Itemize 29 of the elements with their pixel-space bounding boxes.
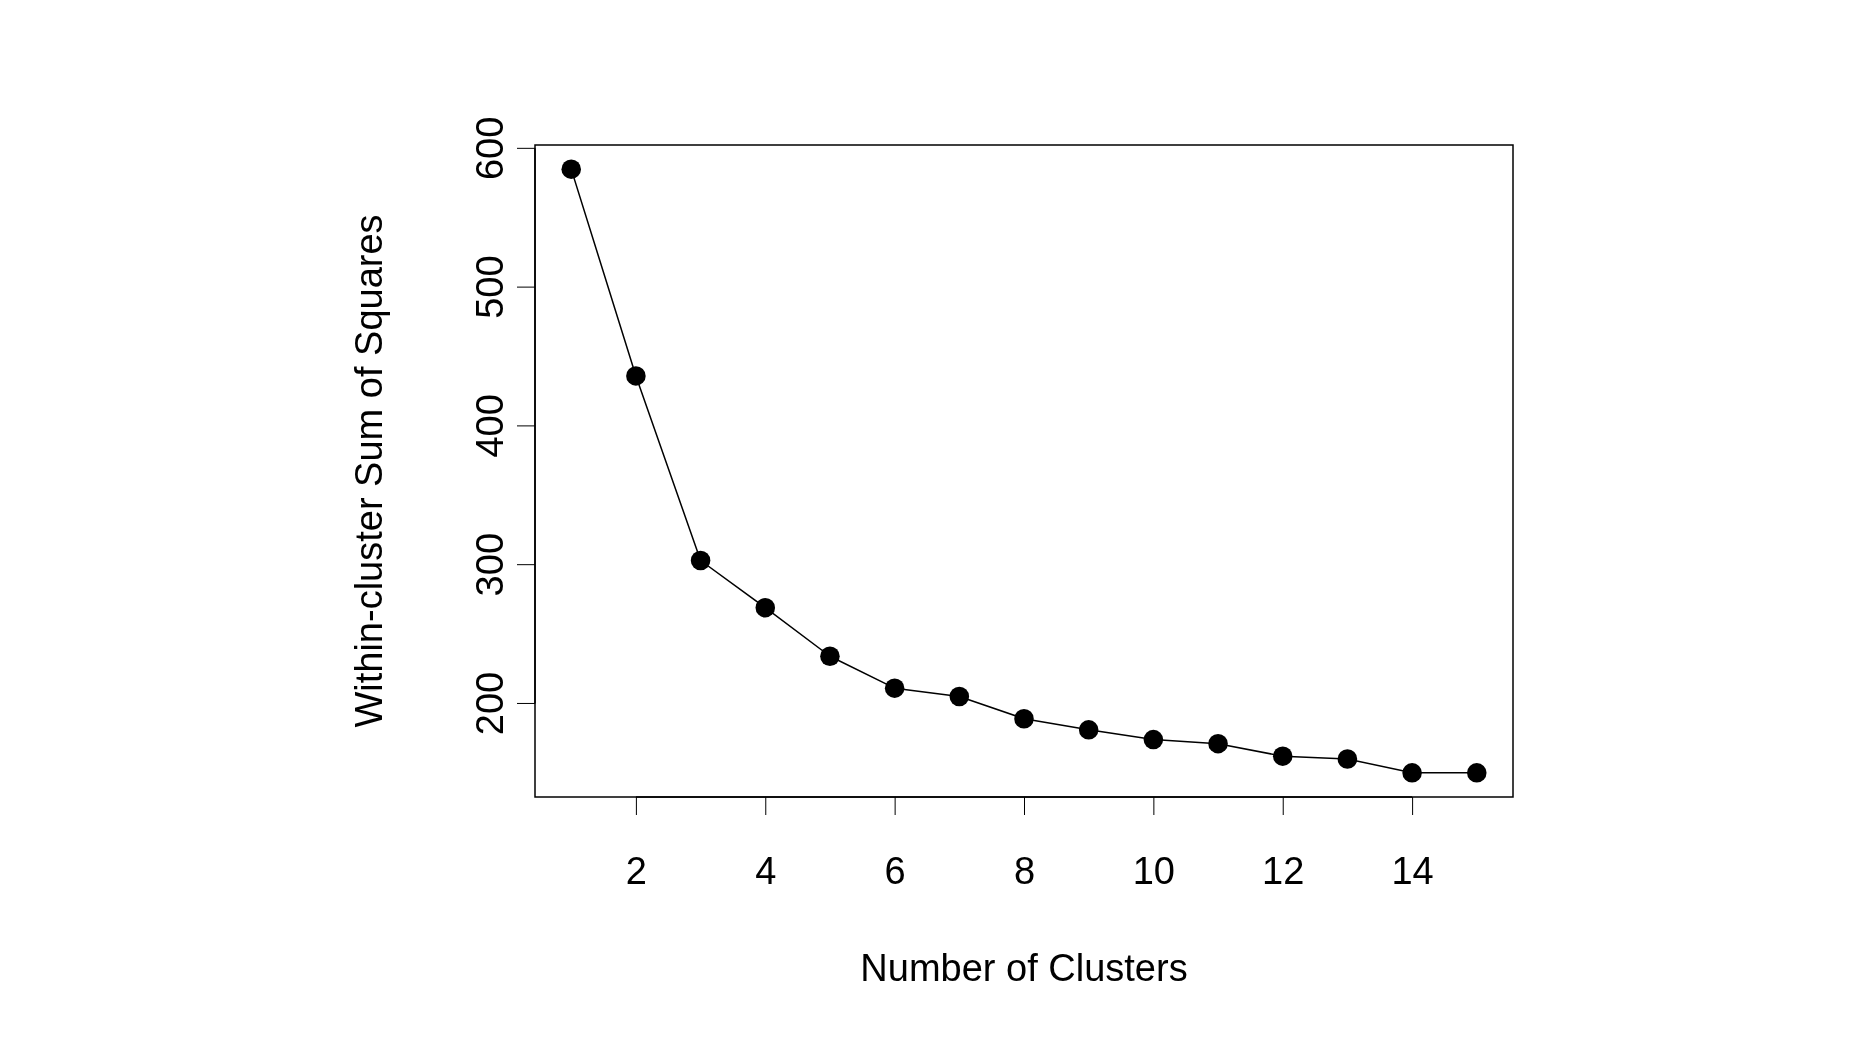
y-tick-label: 400 [469, 394, 511, 458]
y-tick-label: 600 [469, 116, 511, 181]
x-tick-label: 8 [1013, 849, 1036, 892]
x-tick-label: 4 [755, 849, 777, 892]
y-tick-label: 500 [469, 255, 511, 319]
x-tick-label: 6 [884, 849, 906, 892]
point [949, 686, 970, 707]
point [755, 597, 776, 618]
x-axis-title: Number of Clusters [860, 947, 1188, 989]
y-tick-label: 300 [469, 532, 511, 597]
y-axis-title: Within-cluster Sum of Squares [348, 214, 390, 728]
point [1014, 708, 1034, 729]
point [1402, 763, 1422, 783]
x-tick-label: 2 [625, 849, 647, 892]
point [561, 159, 581, 179]
y-tick-label: 200 [469, 671, 511, 736]
point [1467, 763, 1487, 783]
x-tick-label: 12 [1262, 849, 1305, 892]
point [1337, 749, 1358, 769]
x-tick-label: 14 [1391, 849, 1434, 892]
point [690, 550, 711, 571]
x-tick-label: 10 [1132, 849, 1176, 892]
point [1143, 729, 1164, 750]
point [820, 646, 840, 667]
point [884, 678, 905, 698]
point [1272, 746, 1293, 766]
point [1208, 733, 1228, 754]
point [1078, 720, 1099, 740]
point [626, 366, 646, 386]
